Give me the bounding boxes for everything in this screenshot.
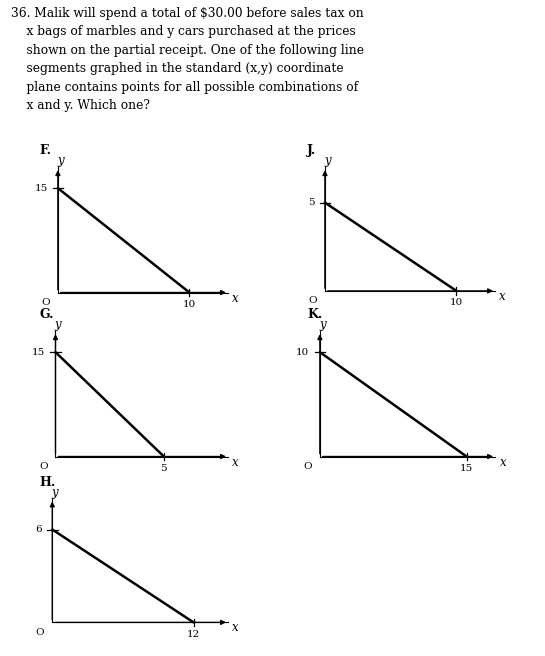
Text: x: x [232, 456, 239, 468]
Text: 5: 5 [308, 198, 314, 207]
Text: 6: 6 [35, 525, 41, 534]
Text: K.: K. [307, 308, 322, 321]
Text: 15: 15 [34, 184, 47, 193]
Text: 10: 10 [450, 298, 463, 307]
Text: x: x [499, 456, 506, 468]
Text: 15: 15 [32, 348, 45, 357]
Text: 10: 10 [183, 300, 196, 309]
Text: 12: 12 [187, 630, 200, 639]
Text: y: y [324, 154, 331, 167]
Text: F.: F. [40, 144, 52, 157]
Text: H.: H. [40, 476, 56, 489]
Text: O: O [308, 297, 317, 306]
Text: 5: 5 [161, 464, 167, 473]
Text: x: x [232, 292, 239, 304]
Text: y: y [52, 485, 58, 499]
Text: y: y [55, 318, 62, 331]
Text: J.: J. [307, 144, 316, 157]
Text: y: y [319, 318, 326, 331]
Text: O: O [41, 298, 50, 307]
Text: x: x [499, 290, 506, 303]
Text: O: O [36, 628, 44, 637]
Text: 36. Malik will spend a total of $30.00 before sales tax on
    x bags of marbles: 36. Malik will spend a total of $30.00 b… [11, 7, 364, 112]
Text: x: x [232, 621, 239, 634]
Text: 15: 15 [460, 464, 473, 473]
Text: y: y [57, 154, 64, 167]
Text: G.: G. [40, 308, 54, 321]
Text: 10: 10 [296, 348, 310, 357]
Text: O: O [39, 462, 48, 471]
Text: O: O [304, 462, 312, 471]
